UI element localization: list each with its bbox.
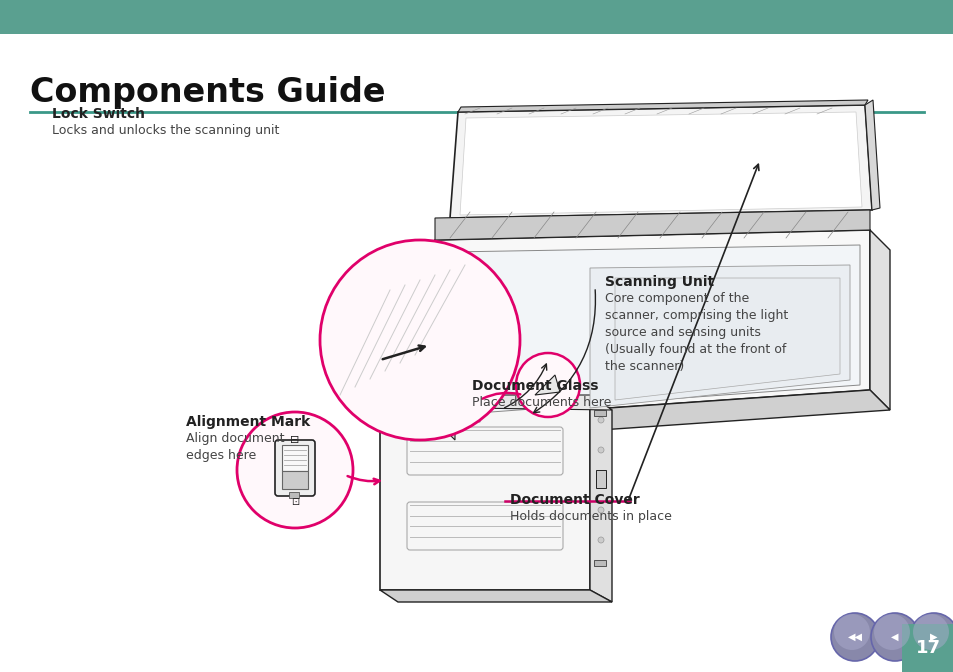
Text: Core component of the
scanner, comprising the light
source and sensing units
(Us: Core component of the scanner, comprisin…: [604, 292, 787, 373]
Bar: [282, 471, 308, 489]
Polygon shape: [379, 395, 612, 410]
Circle shape: [870, 613, 918, 661]
Text: Document Cover: Document Cover: [510, 493, 639, 507]
Bar: [289, 492, 298, 498]
Text: 17: 17: [915, 639, 940, 657]
Text: ▶: ▶: [929, 632, 937, 642]
Polygon shape: [589, 395, 612, 602]
Circle shape: [319, 240, 519, 440]
Polygon shape: [457, 100, 867, 112]
Polygon shape: [435, 230, 869, 420]
Bar: [282, 445, 308, 471]
Polygon shape: [435, 415, 455, 440]
Text: Align document
edges here: Align document edges here: [186, 432, 284, 462]
Bar: [594, 560, 605, 566]
Text: Lock Switch: Lock Switch: [52, 107, 145, 121]
Text: ⊡: ⊡: [291, 497, 298, 507]
Text: ◀: ◀: [890, 632, 898, 642]
Text: ⊟: ⊟: [290, 435, 299, 445]
Text: Scanning Unit: Scanning Unit: [604, 275, 714, 289]
Circle shape: [598, 477, 603, 483]
Circle shape: [833, 614, 869, 650]
Polygon shape: [535, 375, 559, 395]
Polygon shape: [450, 105, 871, 218]
Polygon shape: [864, 100, 879, 210]
Circle shape: [598, 447, 603, 453]
Text: ◀◀: ◀◀: [846, 632, 862, 642]
Text: Locks and unlocks the scanning unit: Locks and unlocks the scanning unit: [52, 124, 279, 137]
Polygon shape: [435, 210, 869, 240]
Polygon shape: [435, 390, 889, 440]
Bar: [379, 395, 589, 590]
Bar: [594, 410, 605, 416]
Polygon shape: [450, 390, 479, 422]
Circle shape: [909, 613, 953, 661]
Circle shape: [236, 412, 353, 528]
Bar: [901, 624, 953, 672]
Text: Place documents here: Place documents here: [472, 396, 611, 409]
Text: Alignment Mark: Alignment Mark: [186, 415, 310, 429]
Polygon shape: [450, 245, 859, 415]
Bar: [596, 470, 605, 488]
Text: Holds documents in place: Holds documents in place: [510, 510, 671, 523]
Bar: [0, 0, 953, 34]
Circle shape: [598, 507, 603, 513]
Polygon shape: [379, 590, 612, 602]
Circle shape: [830, 613, 878, 661]
Circle shape: [598, 537, 603, 543]
Circle shape: [912, 614, 948, 650]
Text: Document Glass: Document Glass: [472, 379, 598, 393]
FancyBboxPatch shape: [274, 440, 314, 496]
Polygon shape: [615, 278, 840, 400]
Circle shape: [516, 353, 579, 417]
Circle shape: [873, 614, 909, 650]
Polygon shape: [589, 265, 849, 408]
Polygon shape: [459, 112, 862, 215]
Circle shape: [598, 417, 603, 423]
Polygon shape: [869, 230, 889, 410]
Text: Components Guide: Components Guide: [30, 76, 385, 109]
